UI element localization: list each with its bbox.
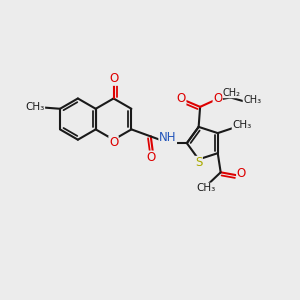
Text: S: S — [195, 156, 202, 170]
Text: CH₃: CH₃ — [243, 95, 261, 105]
Text: O: O — [110, 72, 119, 85]
Text: O: O — [177, 92, 186, 104]
Text: CH₃: CH₃ — [232, 120, 251, 130]
Text: O: O — [109, 136, 118, 149]
Text: CH₃: CH₃ — [26, 102, 45, 112]
Text: O: O — [146, 151, 155, 164]
Text: CH₃: CH₃ — [196, 183, 216, 193]
Text: NH: NH — [159, 131, 176, 144]
Text: O: O — [237, 167, 246, 180]
Text: O: O — [213, 92, 222, 104]
Text: CH₂: CH₂ — [223, 88, 241, 98]
